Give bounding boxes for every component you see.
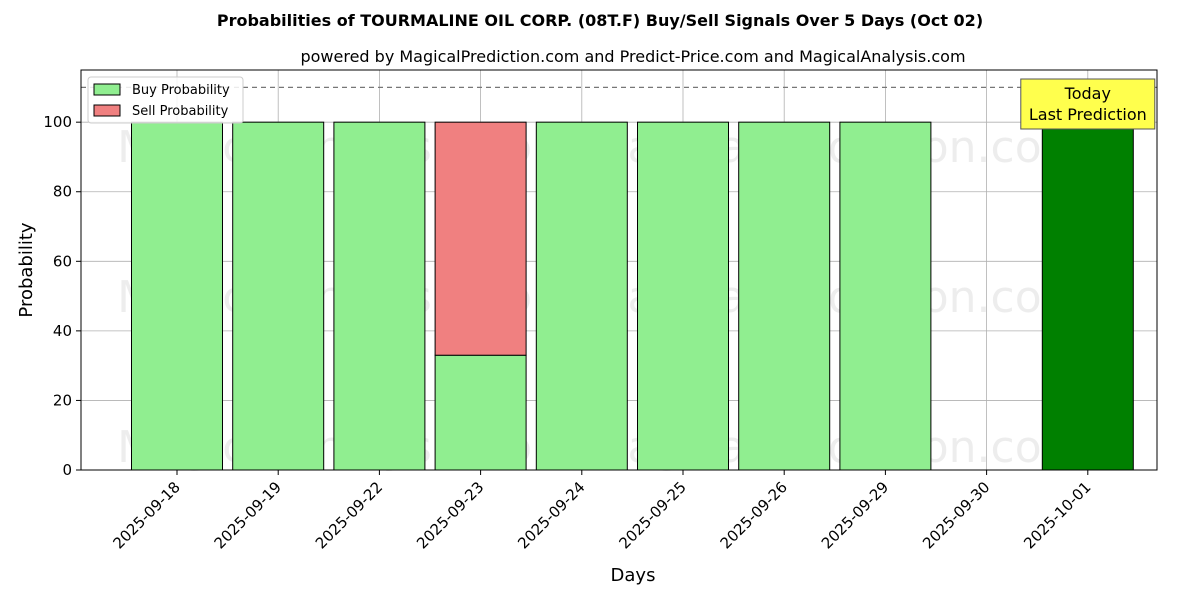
buy-bar bbox=[333, 121, 426, 471]
legend-swatch bbox=[93, 83, 121, 96]
buy-bar bbox=[131, 121, 223, 471]
buy-bar bbox=[535, 121, 628, 471]
legend-label: Buy Probability bbox=[132, 83, 230, 98]
y-axis-label: Probability bbox=[16, 222, 37, 317]
legend-label: Sell Probability bbox=[132, 104, 229, 119]
buy-bar bbox=[738, 121, 831, 471]
y-tick-label: 80 bbox=[53, 183, 72, 201]
buy-bar bbox=[232, 121, 325, 471]
y-tick-label: 0 bbox=[62, 461, 72, 479]
annotation-text: Today bbox=[1064, 84, 1111, 103]
x-tick-label: 2025-09-25 bbox=[615, 478, 689, 552]
legend: Buy Probability Sell Probability bbox=[87, 76, 244, 124]
x-axis-label: Days bbox=[611, 565, 656, 586]
x-tick-label: 2025-09-18 bbox=[109, 478, 183, 552]
x-tick-label: 2025-09-19 bbox=[211, 478, 285, 552]
legend-swatch bbox=[93, 104, 121, 117]
x-tick-label: 2025-09-23 bbox=[413, 478, 487, 552]
bars bbox=[131, 121, 1134, 471]
buy-bar bbox=[839, 121, 932, 471]
x-tick-label: 2025-09-30 bbox=[919, 478, 993, 552]
y-tick-label: 40 bbox=[53, 322, 72, 340]
x-tick-label: 2025-09-22 bbox=[312, 478, 386, 552]
x-tick-label: 2025-09-24 bbox=[514, 478, 588, 552]
y-tick-label: 20 bbox=[53, 391, 72, 409]
today-annotation: Today Last Prediction bbox=[1020, 78, 1156, 130]
annotation-text: Last Prediction bbox=[1029, 105, 1147, 124]
y-axis: 0 20 40 60 80 100 bbox=[43, 113, 81, 479]
x-tick-label: 2025-09-26 bbox=[717, 478, 791, 552]
annotation-box bbox=[1020, 78, 1156, 130]
chart-subtitle: powered by MagicalPrediction.com and Pre… bbox=[300, 47, 965, 66]
sell-bar bbox=[434, 121, 527, 356]
x-tick-label: 2025-09-29 bbox=[818, 478, 892, 552]
buy-bar bbox=[434, 354, 527, 471]
y-tick-label: 60 bbox=[53, 252, 72, 270]
buy-bar bbox=[637, 121, 729, 471]
x-axis: 2025-09-18 2025-09-19 2025-09-22 2025-09-23… bbox=[109, 470, 1095, 552]
x-tick-label: 2025-10-01 bbox=[1020, 478, 1094, 552]
legend-box bbox=[87, 76, 244, 124]
y-tick-label: 100 bbox=[43, 113, 72, 131]
buy-bar bbox=[1041, 121, 1134, 471]
plot-frame bbox=[80, 69, 1158, 471]
chart-title: Probabilities of TOURMALINE OIL CORP. (0… bbox=[217, 11, 983, 30]
